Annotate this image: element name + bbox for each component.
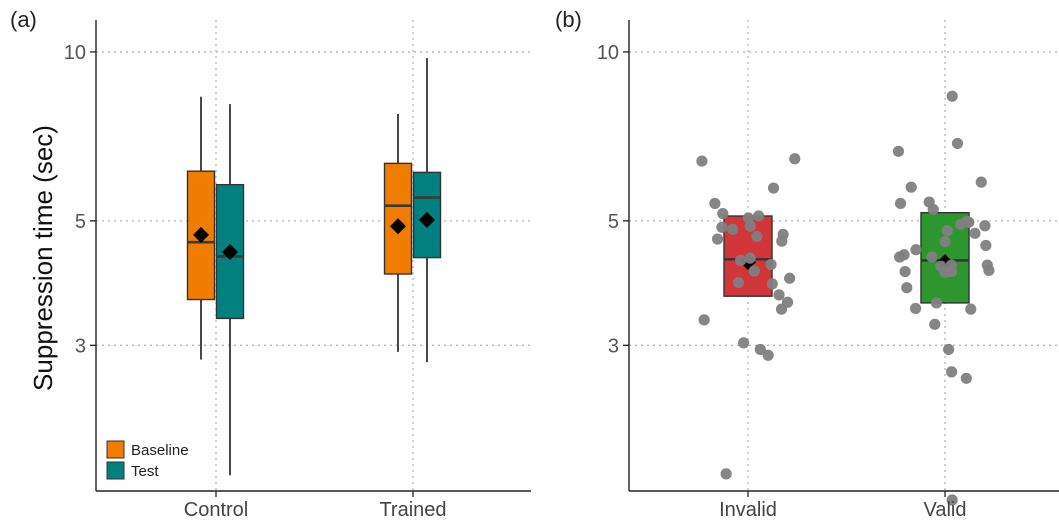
data-point-valid-23	[899, 265, 911, 278]
panel-b-y-tick-label-3: 3	[608, 335, 619, 357]
panel-b-x-tick-labels: Invalid Valid	[719, 491, 967, 521]
data-point-valid-12	[969, 227, 981, 239]
panel-b-y-tick-label-10: 10	[597, 42, 619, 64]
data-point-valid-31	[951, 137, 964, 150]
data-point-invalid-13	[732, 277, 745, 289]
data-point-valid-29	[965, 303, 977, 315]
panel-b-x-tick-label-invalid: Invalid	[719, 499, 777, 521]
data-point-valid-26	[946, 90, 958, 102]
panel-a-y-tick-label-10: 10	[64, 42, 86, 64]
box-baseline-trained-mean-marker	[390, 218, 406, 235]
data-point-invalid-19	[762, 349, 774, 361]
data-point-valid-8	[946, 494, 958, 506]
legend: Baseline Test	[106, 440, 189, 480]
legend-label-baseline: Baseline	[131, 442, 189, 459]
panel-a-y-tick-label-3: 3	[75, 335, 86, 357]
data-point-valid-28	[943, 265, 955, 278]
panel-a-x-tick-label-control: Control	[184, 499, 248, 521]
panel-a-y-ticks: 3 5 10	[64, 42, 96, 357]
data-point-valid-35	[961, 215, 973, 227]
data-point-valid-22	[901, 282, 913, 294]
panel-b-y-tick-label-5: 5	[608, 211, 619, 233]
data-point-valid-25	[975, 176, 987, 188]
data-point-invalid-18	[789, 153, 801, 165]
data-point-invalid-8	[744, 220, 756, 232]
data-point-valid-16	[983, 264, 995, 276]
data-point-invalid-6	[766, 278, 778, 290]
data-point-valid-2	[926, 251, 938, 263]
data-point-valid-18	[980, 239, 992, 252]
data-point-invalid-22	[698, 314, 710, 326]
panel-b-y-ticks: 3 5 10	[597, 42, 629, 357]
data-point-valid-20	[941, 225, 953, 237]
data-point-valid-34	[909, 302, 922, 315]
data-point-invalid-1	[765, 258, 777, 271]
legend-swatch-test	[106, 461, 125, 480]
data-point-valid-32	[894, 197, 907, 210]
data-point-invalid-4	[720, 468, 732, 480]
data-point-valid-1	[898, 249, 910, 261]
data-point-invalid-9	[744, 252, 756, 264]
box-baseline-control-mean-marker	[193, 226, 209, 243]
panel-a-label: (a)	[10, 7, 37, 32]
data-point-valid-19	[939, 236, 951, 248]
data-point-valid-13	[910, 244, 922, 256]
data-point-valid-36	[960, 372, 972, 384]
panel-b: (b) 3 5 10 Invalid Valid	[555, 7, 1059, 521]
data-point-invalid-25	[716, 221, 728, 233]
data-point-invalid-15	[727, 223, 739, 235]
box-test-control-mean-marker	[222, 243, 238, 260]
data-point-valid-10	[927, 203, 939, 216]
data-point-invalid-27	[709, 197, 721, 210]
data-point-valid-33	[929, 318, 941, 330]
box-test-trained-mean-marker	[419, 211, 435, 228]
data-point-invalid-12	[753, 210, 765, 222]
data-point-invalid-10	[696, 155, 708, 167]
data-point-invalid-0	[711, 233, 724, 245]
data-point-invalid-23	[754, 343, 766, 356]
panel-a: (a) 3 5 10 Control Trained Suppression time…	[10, 7, 531, 521]
data-point-valid-24	[930, 297, 943, 309]
data-point-invalid-11	[751, 230, 763, 243]
data-point-invalid-3	[738, 337, 750, 349]
data-point-invalid-21	[776, 235, 788, 247]
panel-a-boxes	[186, 58, 442, 476]
data-point-invalid-7	[742, 212, 754, 224]
panel-b-label: (b)	[555, 7, 582, 32]
data-point-invalid-26	[767, 182, 780, 194]
panel-b-boxes	[696, 90, 995, 506]
data-point-valid-5	[943, 343, 955, 356]
data-point-valid-11	[979, 220, 991, 232]
data-point-valid-6	[946, 366, 958, 378]
data-point-invalid-5	[773, 289, 785, 301]
panel-a-gridlines	[96, 20, 531, 491]
legend-swatch-baseline	[106, 440, 125, 459]
legend-label-test: Test	[131, 463, 159, 480]
panel-b-x-tick-label-valid: Valid	[924, 499, 967, 521]
data-point-invalid-16	[734, 254, 747, 267]
data-point-invalid-28	[781, 296, 794, 308]
data-point-valid-27	[905, 181, 917, 193]
panel-a-x-tick-labels: Control Trained	[184, 491, 447, 521]
data-point-invalid-2	[748, 265, 760, 277]
data-point-valid-30	[892, 145, 905, 157]
data-point-invalid-17	[717, 208, 729, 220]
panel-b-gridlines	[629, 20, 1059, 491]
data-point-invalid-24	[784, 272, 796, 284]
panel-a-x-tick-label-trained: Trained	[379, 499, 446, 521]
panel-a-y-tick-label-5: 5	[75, 211, 86, 233]
y-axis-title: Suppression time (sec)	[28, 125, 58, 391]
